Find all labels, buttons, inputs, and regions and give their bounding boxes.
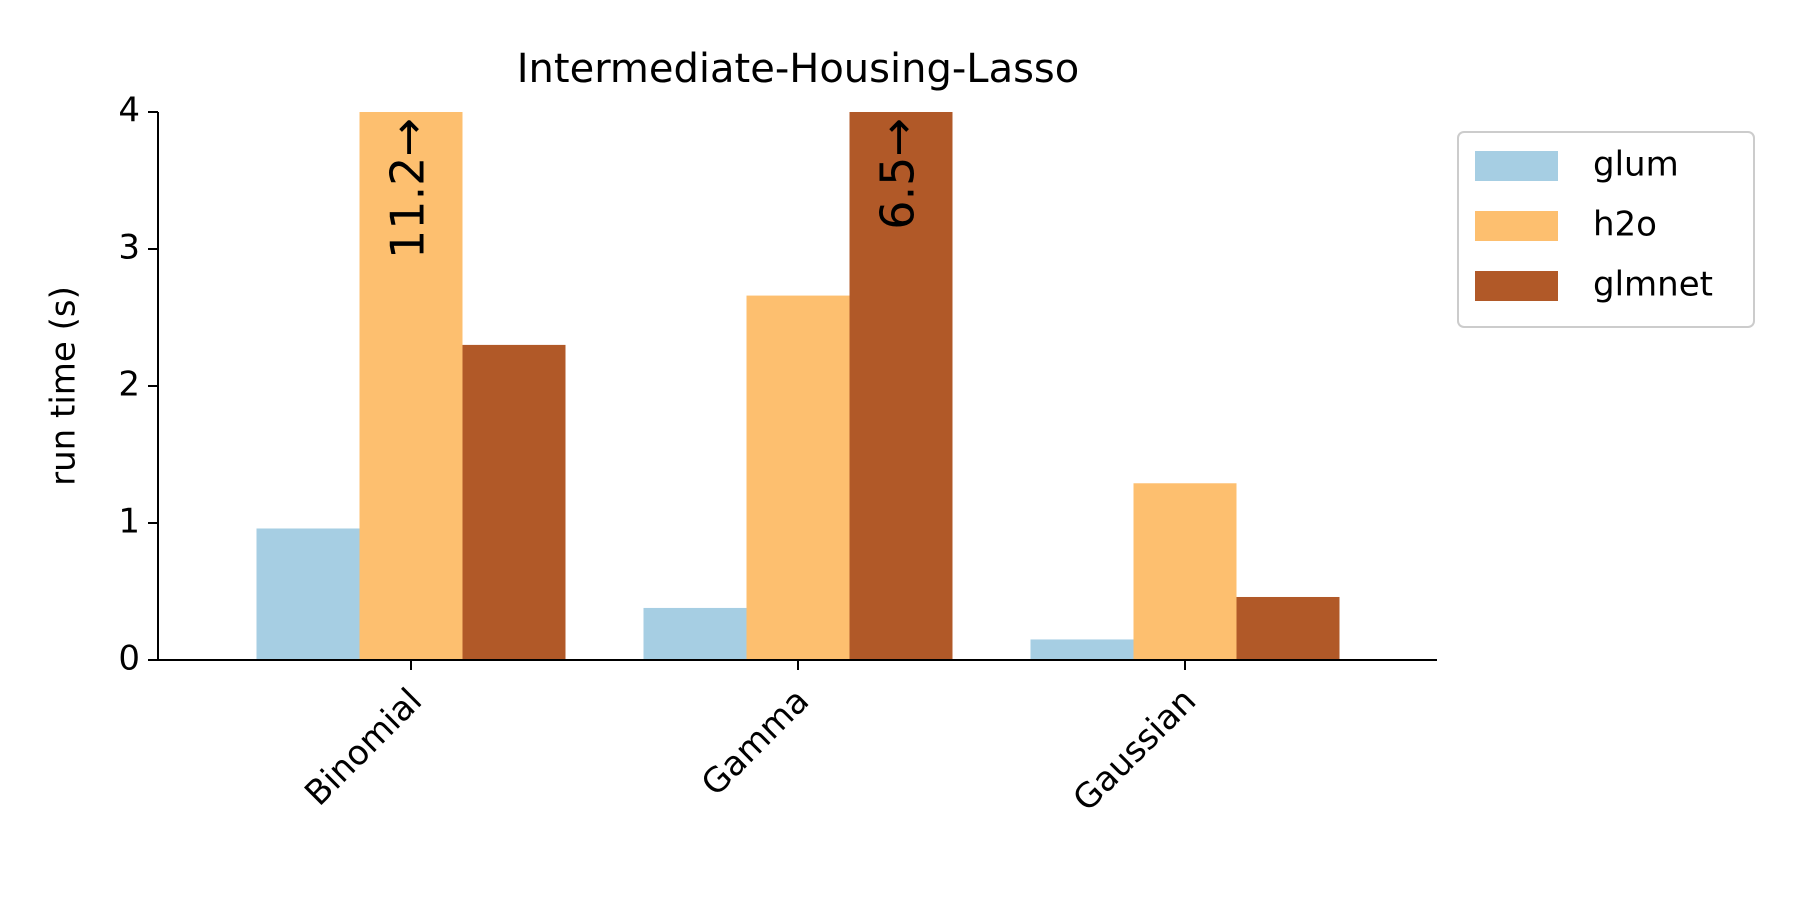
bar — [1133, 483, 1237, 660]
bar — [256, 528, 360, 660]
legend-label: glum — [1593, 145, 1679, 185]
legend-swatch — [1475, 271, 1558, 301]
y-tick-label: 2 — [118, 365, 140, 405]
bar — [462, 344, 566, 660]
legend-swatch — [1475, 151, 1558, 181]
bar — [1030, 639, 1134, 660]
chart-title: Intermediate-Housing-Lasso — [517, 46, 1079, 92]
x-tick-label: Gamma — [694, 681, 817, 804]
legend-swatch — [1475, 211, 1558, 241]
legend-label: h2o — [1593, 205, 1657, 245]
bar — [746, 295, 850, 660]
bar — [643, 607, 747, 660]
x-tick-label: Binomial — [297, 681, 430, 814]
legend-label: glmnet — [1593, 265, 1713, 305]
bar — [359, 112, 463, 660]
y-tick-label: 0 — [118, 639, 140, 679]
value-label: 6.5→ — [871, 118, 925, 230]
y-axis-label: run time (s) — [44, 286, 84, 486]
bar — [849, 112, 953, 660]
y-tick-label: 4 — [118, 91, 140, 131]
value-label: 11.2→ — [381, 118, 435, 259]
bar — [1236, 596, 1340, 660]
plot-area — [256, 112, 1340, 660]
y-tick-label: 1 — [118, 502, 140, 542]
x-tick-label: Gaussian — [1065, 681, 1204, 820]
y-tick-label: 3 — [118, 228, 140, 268]
